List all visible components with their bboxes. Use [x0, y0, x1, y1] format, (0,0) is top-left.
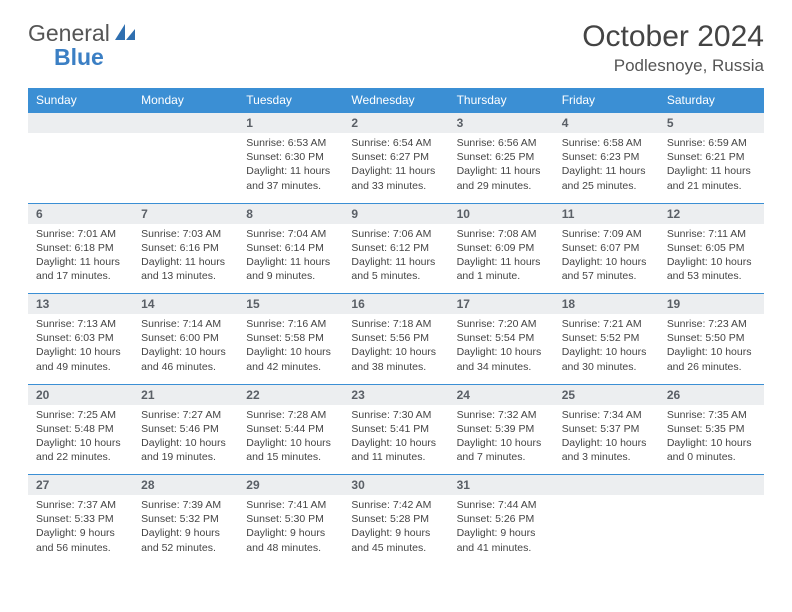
day-cell: Sunrise: 7:23 AMSunset: 5:50 PMDaylight:… [659, 314, 764, 384]
day-number: 28 [133, 475, 238, 496]
daycontent-row: Sunrise: 7:25 AMSunset: 5:48 PMDaylight:… [28, 405, 764, 475]
day-number: 8 [238, 203, 343, 224]
day-number: 16 [343, 294, 448, 315]
day-cell: Sunrise: 7:27 AMSunset: 5:46 PMDaylight:… [133, 405, 238, 475]
day-cell: Sunrise: 7:35 AMSunset: 5:35 PMDaylight:… [659, 405, 764, 475]
day-number: 10 [449, 203, 554, 224]
day-cell: Sunrise: 7:09 AMSunset: 6:07 PMDaylight:… [554, 224, 659, 294]
day-number: 29 [238, 475, 343, 496]
location: Podlesnoye, Russia [582, 56, 764, 76]
day-header: Thursday [449, 88, 554, 113]
day-cell: Sunrise: 7:08 AMSunset: 6:09 PMDaylight:… [449, 224, 554, 294]
day-cell: Sunrise: 7:37 AMSunset: 5:33 PMDaylight:… [28, 495, 133, 565]
day-header-row: SundayMondayTuesdayWednesdayThursdayFrid… [28, 88, 764, 113]
day-number: 19 [659, 294, 764, 315]
day-cell: Sunrise: 6:53 AMSunset: 6:30 PMDaylight:… [238, 133, 343, 203]
day-cell: Sunrise: 7:39 AMSunset: 5:32 PMDaylight:… [133, 495, 238, 565]
month-title: October 2024 [582, 20, 764, 54]
day-cell: Sunrise: 7:06 AMSunset: 6:12 PMDaylight:… [343, 224, 448, 294]
day-number: 9 [343, 203, 448, 224]
day-number [28, 113, 133, 134]
day-header: Monday [133, 88, 238, 113]
day-cell: Sunrise: 6:59 AMSunset: 6:21 PMDaylight:… [659, 133, 764, 203]
day-cell: Sunrise: 7:01 AMSunset: 6:18 PMDaylight:… [28, 224, 133, 294]
day-number [133, 113, 238, 134]
daynum-row: 20212223242526 [28, 384, 764, 405]
day-cell: Sunrise: 7:18 AMSunset: 5:56 PMDaylight:… [343, 314, 448, 384]
daycontent-row: Sunrise: 7:13 AMSunset: 6:03 PMDaylight:… [28, 314, 764, 384]
calendar: SundayMondayTuesdayWednesdayThursdayFrid… [28, 88, 764, 565]
daynum-row: 12345 [28, 113, 764, 134]
day-number: 7 [133, 203, 238, 224]
brand-sail-icon [114, 23, 136, 46]
day-number: 6 [28, 203, 133, 224]
day-number: 12 [659, 203, 764, 224]
day-number [659, 475, 764, 496]
day-number: 4 [554, 113, 659, 134]
day-number: 21 [133, 384, 238, 405]
day-number: 5 [659, 113, 764, 134]
daycontent-row: Sunrise: 7:01 AMSunset: 6:18 PMDaylight:… [28, 224, 764, 294]
day-cell [554, 495, 659, 565]
day-cell: Sunrise: 7:44 AMSunset: 5:26 PMDaylight:… [449, 495, 554, 565]
day-cell: Sunrise: 7:30 AMSunset: 5:41 PMDaylight:… [343, 405, 448, 475]
title-block: October 2024 Podlesnoye, Russia [582, 20, 764, 76]
day-cell: Sunrise: 7:20 AMSunset: 5:54 PMDaylight:… [449, 314, 554, 384]
day-number: 2 [343, 113, 448, 134]
day-cell: Sunrise: 7:13 AMSunset: 6:03 PMDaylight:… [28, 314, 133, 384]
daycontent-row: Sunrise: 6:53 AMSunset: 6:30 PMDaylight:… [28, 133, 764, 203]
day-number: 26 [659, 384, 764, 405]
day-number: 1 [238, 113, 343, 134]
day-cell: Sunrise: 7:03 AMSunset: 6:16 PMDaylight:… [133, 224, 238, 294]
day-number: 24 [449, 384, 554, 405]
day-cell: Sunrise: 7:34 AMSunset: 5:37 PMDaylight:… [554, 405, 659, 475]
day-number: 31 [449, 475, 554, 496]
day-cell [133, 133, 238, 203]
brand-logo: General Blue [28, 20, 138, 47]
day-cell: Sunrise: 6:56 AMSunset: 6:25 PMDaylight:… [449, 133, 554, 203]
day-number: 25 [554, 384, 659, 405]
day-number: 3 [449, 113, 554, 134]
day-cell: Sunrise: 7:21 AMSunset: 5:52 PMDaylight:… [554, 314, 659, 384]
day-cell: Sunrise: 7:32 AMSunset: 5:39 PMDaylight:… [449, 405, 554, 475]
daynum-row: 6789101112 [28, 203, 764, 224]
day-cell: Sunrise: 7:28 AMSunset: 5:44 PMDaylight:… [238, 405, 343, 475]
day-header: Friday [554, 88, 659, 113]
daycontent-row: Sunrise: 7:37 AMSunset: 5:33 PMDaylight:… [28, 495, 764, 565]
day-number: 22 [238, 384, 343, 405]
day-number: 23 [343, 384, 448, 405]
day-number: 14 [133, 294, 238, 315]
day-header: Tuesday [238, 88, 343, 113]
day-cell: Sunrise: 6:58 AMSunset: 6:23 PMDaylight:… [554, 133, 659, 203]
day-cell: Sunrise: 7:42 AMSunset: 5:28 PMDaylight:… [343, 495, 448, 565]
day-cell: Sunrise: 6:54 AMSunset: 6:27 PMDaylight:… [343, 133, 448, 203]
daynum-row: 2728293031 [28, 475, 764, 496]
day-number: 18 [554, 294, 659, 315]
day-header: Sunday [28, 88, 133, 113]
day-cell: Sunrise: 7:04 AMSunset: 6:14 PMDaylight:… [238, 224, 343, 294]
day-number: 13 [28, 294, 133, 315]
day-cell: Sunrise: 7:14 AMSunset: 6:00 PMDaylight:… [133, 314, 238, 384]
brand-text-gray: General [28, 20, 110, 47]
day-cell: Sunrise: 7:25 AMSunset: 5:48 PMDaylight:… [28, 405, 133, 475]
day-number [554, 475, 659, 496]
day-number: 30 [343, 475, 448, 496]
day-header: Wednesday [343, 88, 448, 113]
day-number: 27 [28, 475, 133, 496]
header: General Blue October 2024 Podlesnoye, Ru… [28, 20, 764, 76]
day-cell: Sunrise: 7:16 AMSunset: 5:58 PMDaylight:… [238, 314, 343, 384]
day-number: 15 [238, 294, 343, 315]
day-number: 11 [554, 203, 659, 224]
day-cell [28, 133, 133, 203]
day-cell: Sunrise: 7:41 AMSunset: 5:30 PMDaylight:… [238, 495, 343, 565]
day-number: 20 [28, 384, 133, 405]
day-header: Saturday [659, 88, 764, 113]
day-cell [659, 495, 764, 565]
brand-text-blue: Blue [54, 44, 104, 71]
daynum-row: 13141516171819 [28, 294, 764, 315]
day-number: 17 [449, 294, 554, 315]
day-cell: Sunrise: 7:11 AMSunset: 6:05 PMDaylight:… [659, 224, 764, 294]
